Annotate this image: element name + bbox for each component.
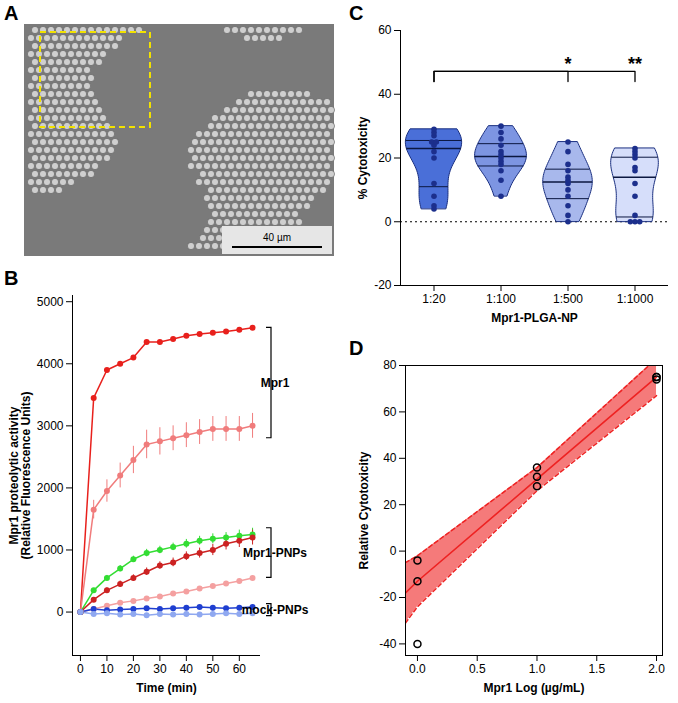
html-text:B: B	[4, 267, 19, 289]
svg-text:1:20: 1:20	[422, 292, 446, 306]
svg-text:20: 20	[378, 151, 392, 165]
svg-text:1:500: 1:500	[553, 292, 583, 306]
svg-text:60: 60	[383, 405, 397, 419]
svg-text:mock-PNPs: mock-PNPs	[242, 603, 309, 617]
svg-text:1.5: 1.5	[588, 662, 605, 676]
svg-text:0: 0	[390, 544, 397, 558]
svg-text:40: 40	[383, 451, 397, 465]
svg-text:40 µm: 40 µm	[263, 232, 291, 243]
svg-text:Mpr1 proteolytic activity(Rela: Mpr1 proteolytic activity(Relative Fluor…	[7, 391, 33, 559]
svg-text:80: 80	[383, 358, 397, 372]
svg-text:0: 0	[385, 215, 392, 229]
svg-text:% Cytotoxicity: % Cytotoxicity	[356, 116, 370, 199]
svg-text:60: 60	[233, 662, 247, 676]
html-text:C: C	[349, 2, 364, 24]
svg-text:40: 40	[180, 662, 194, 676]
svg-text:-20: -20	[374, 278, 392, 292]
svg-text:5000: 5000	[37, 295, 64, 309]
svg-text:1000: 1000	[37, 543, 64, 557]
svg-text:3000: 3000	[37, 419, 64, 433]
svg-text:Mpr1-PNPs: Mpr1-PNPs	[243, 546, 307, 560]
svg-text:-20: -20	[379, 590, 397, 604]
svg-text:0: 0	[57, 605, 64, 619]
svg-text:2000: 2000	[37, 481, 64, 495]
svg-text:Relative Cytotoxicity: Relative Cytotoxicity	[357, 451, 371, 569]
svg-text:0: 0	[77, 662, 84, 676]
svg-text:40: 40	[378, 87, 392, 101]
svg-text:0.5: 0.5	[469, 662, 486, 676]
svg-text:1:1000: 1:1000	[617, 292, 654, 306]
svg-text:20: 20	[127, 662, 141, 676]
svg-text:-40: -40	[379, 637, 397, 651]
svg-text:1.0: 1.0	[529, 662, 546, 676]
svg-text:2.0: 2.0	[648, 662, 665, 676]
svg-text:0.0: 0.0	[409, 662, 426, 676]
svg-text:Mpr1-PLGA-NP: Mpr1-PLGA-NP	[491, 311, 578, 325]
svg-text:Time (min): Time (min)	[136, 681, 196, 695]
svg-text:Mpr1 Log (µg/mL): Mpr1 Log (µg/mL)	[484, 681, 585, 695]
svg-text:50: 50	[206, 662, 220, 676]
svg-text:1:100: 1:100	[486, 292, 516, 306]
html-text:A: A	[4, 2, 19, 24]
svg-text:*: *	[564, 54, 571, 74]
svg-text:Mpr1: Mpr1	[261, 376, 290, 390]
svg-text:10: 10	[100, 662, 114, 676]
svg-text:4000: 4000	[37, 357, 64, 371]
svg-text:60: 60	[378, 23, 392, 37]
svg-text:**: **	[628, 54, 642, 74]
html-text:D: D	[349, 337, 364, 359]
svg-text:30: 30	[153, 662, 167, 676]
svg-text:20: 20	[383, 498, 397, 512]
